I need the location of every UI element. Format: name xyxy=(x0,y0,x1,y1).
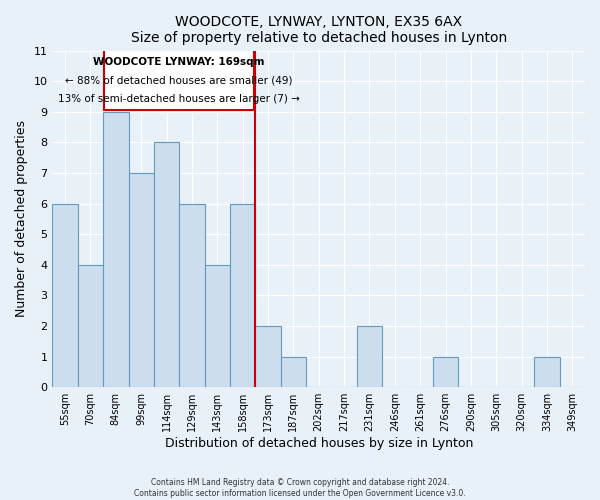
Bar xyxy=(179,204,205,387)
FancyBboxPatch shape xyxy=(104,49,254,110)
Bar xyxy=(281,356,306,387)
Bar xyxy=(534,356,560,387)
Bar xyxy=(154,142,179,387)
Y-axis label: Number of detached properties: Number of detached properties xyxy=(15,120,28,318)
Text: WOODCOTE LYNWAY: 169sqm: WOODCOTE LYNWAY: 169sqm xyxy=(94,58,265,68)
Bar xyxy=(256,326,281,387)
Bar xyxy=(128,173,154,387)
Title: WOODCOTE, LYNWAY, LYNTON, EX35 6AX
Size of property relative to detached houses : WOODCOTE, LYNWAY, LYNTON, EX35 6AX Size … xyxy=(131,15,507,45)
Bar xyxy=(52,204,78,387)
Text: Contains HM Land Registry data © Crown copyright and database right 2024.
Contai: Contains HM Land Registry data © Crown c… xyxy=(134,478,466,498)
Bar xyxy=(205,265,230,387)
Text: ← 88% of detached houses are smaller (49): ← 88% of detached houses are smaller (49… xyxy=(65,76,293,86)
Text: 13% of semi-detached houses are larger (7) →: 13% of semi-detached houses are larger (… xyxy=(58,94,300,104)
Bar xyxy=(78,265,103,387)
X-axis label: Distribution of detached houses by size in Lynton: Distribution of detached houses by size … xyxy=(164,437,473,450)
Bar xyxy=(357,326,382,387)
Bar xyxy=(230,204,256,387)
Bar xyxy=(103,112,128,387)
Bar xyxy=(433,356,458,387)
